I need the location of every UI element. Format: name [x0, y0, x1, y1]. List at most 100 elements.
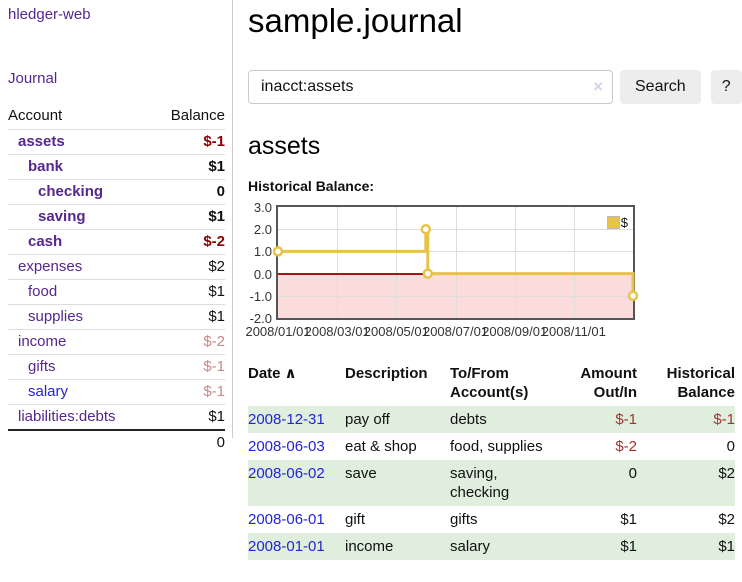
register-col-header-date[interactable]: Date ∧	[248, 364, 297, 382]
search-input[interactable]	[248, 70, 613, 104]
x-tick-label: 2008/07/01	[422, 324, 489, 339]
data-point-marker	[420, 223, 432, 235]
transaction-date-link[interactable]: 2008-06-03	[248, 438, 325, 455]
sidebar: hledger-web Journal Account Balance asse…	[0, 0, 233, 455]
clear-search-icon[interactable]: ×	[593, 77, 603, 96]
account-row: expenses $2	[8, 254, 225, 280]
register-col-header-amount: Amount Out/In	[580, 365, 637, 401]
account-row: saving $1	[8, 204, 225, 230]
account-balance: $1	[152, 304, 225, 330]
account-row: checking 0	[8, 179, 225, 205]
accounts-col-header-account: Account	[8, 107, 63, 124]
transaction-row: 2008-06-01 gift gifts $1 $2	[248, 506, 735, 533]
transaction-accounts: saving, checking	[450, 460, 560, 506]
account-balance: $-1	[152, 129, 225, 155]
transaction-row: 2008-12-31 pay off debts $-1 $-1	[248, 406, 735, 433]
account-row: supplies $1	[8, 304, 225, 330]
transaction-date-link[interactable]: 2008-01-01	[248, 538, 325, 555]
account-link[interactable]: expenses	[18, 258, 83, 275]
chart-line-series	[272, 223, 639, 302]
transaction-accounts: debts	[450, 406, 560, 433]
app-brand-link[interactable]: hledger-web	[8, 6, 91, 23]
legend-label: $	[620, 215, 628, 230]
account-row: income $-2	[8, 329, 225, 355]
account-link[interactable]: supplies	[28, 308, 84, 325]
data-point-marker	[422, 268, 434, 279]
accounts-total-value: 0	[152, 429, 225, 455]
account-balance: $-1	[152, 354, 225, 380]
account-link[interactable]: salary	[28, 383, 69, 400]
transaction-date-link[interactable]: 2008-06-02	[248, 465, 325, 482]
transaction-balance: $2	[645, 460, 735, 506]
account-balance: $1	[152, 404, 225, 430]
transaction-date-link[interactable]: 2008-06-01	[248, 511, 325, 528]
search-button[interactable]: Search	[620, 70, 701, 104]
account-link[interactable]: food	[28, 283, 58, 300]
search-bar: × Search ?	[248, 70, 742, 104]
account-balance: $-2	[152, 329, 225, 355]
transaction-row: 2008-06-03 eat & shop food, supplies $-2 0	[248, 433, 735, 460]
transaction-date-link[interactable]: 2008-12-31	[248, 411, 325, 428]
transaction-description: pay off	[345, 406, 450, 433]
account-balance: $-2	[152, 229, 225, 255]
account-balance: 0	[152, 179, 225, 205]
x-tick-label: 2008/01/01	[245, 324, 311, 339]
data-point-marker	[627, 290, 639, 302]
account-link[interactable]: checking	[38, 183, 104, 200]
x-tick-label: 2008/05/01	[363, 324, 429, 339]
chart-title: Historical Balance:	[248, 178, 375, 194]
y-tick-label: 2.0	[253, 222, 272, 238]
chart-legend: $	[606, 215, 628, 230]
y-tick-label: 0.0	[253, 266, 272, 282]
account-link[interactable]: liabilities:debts	[18, 408, 116, 425]
transaction-balance: $2	[718, 511, 735, 528]
account-link[interactable]: gifts	[28, 358, 56, 375]
sort-ascending-icon: ∧	[284, 364, 297, 382]
account-row: liabilities:debts $1	[8, 404, 225, 430]
main-content: sample.journal × Search ? assets Histori…	[245, 0, 742, 582]
search-input-wrap: ×	[248, 70, 613, 104]
transaction-amount: $-2	[615, 438, 637, 455]
y-tick-label: 3.0	[253, 200, 272, 215]
transaction-description: income	[345, 533, 450, 560]
transaction-description: save	[345, 460, 450, 506]
account-link[interactable]: bank	[28, 158, 64, 175]
account-link[interactable]: cash	[28, 233, 63, 250]
accounts-table: Account Balance assets $-1 bank $1 checking 0…	[8, 104, 225, 455]
transaction-row: 2008-06-02 save saving, checking 0 $2	[248, 460, 735, 506]
account-balance: $2	[152, 254, 225, 280]
register-col-header-accounts: To/From Account(s)	[450, 365, 529, 401]
accounts-total-row: 0	[8, 429, 225, 455]
transaction-balance: 0	[726, 438, 735, 455]
accounts-col-header-balance: Balance	[170, 107, 225, 124]
account-balance: $1	[152, 204, 225, 230]
account-row: bank $1	[8, 154, 225, 180]
account-row: salary $-1	[8, 379, 225, 405]
account-link[interactable]: saving	[38, 208, 86, 225]
transaction-balance: $1	[645, 533, 735, 560]
data-point-marker	[272, 246, 284, 257]
transaction-amount: $-1	[560, 406, 645, 433]
transaction-amount: $1	[620, 511, 637, 528]
register-col-header-description: Description	[345, 365, 428, 382]
chart-plot-area: $	[272, 205, 639, 320]
transaction-description: eat & shop	[345, 438, 417, 455]
sidebar-item-journal[interactable]: Journal	[8, 70, 58, 87]
account-link[interactable]: assets	[18, 133, 65, 150]
historical-balance-chart: 3.0 2.0 1.0 0.0 -1.0 -2.0 $ 2008/01/01 2008/03…	[245, 200, 742, 341]
transaction-amount: 0	[560, 460, 645, 506]
y-tick-label: 1.0	[253, 244, 272, 260]
help-button[interactable]: ?	[710, 70, 742, 104]
register-account-heading: assets	[248, 132, 321, 160]
y-tick-label: -2.0	[249, 311, 272, 326]
account-link[interactable]: income	[18, 333, 67, 350]
x-tick-label: 2008/11/01	[541, 324, 606, 339]
register-col-header-balance: Historical Balance	[666, 365, 735, 401]
x-tick-label: 2008/09/01	[482, 324, 548, 339]
account-row: food $1	[8, 279, 225, 305]
account-row: assets $-1	[8, 129, 225, 155]
account-balance: $1	[152, 154, 225, 180]
account-balance: $1	[152, 279, 225, 305]
account-balance: $-1	[152, 379, 225, 405]
transaction-description: gift	[345, 511, 366, 528]
